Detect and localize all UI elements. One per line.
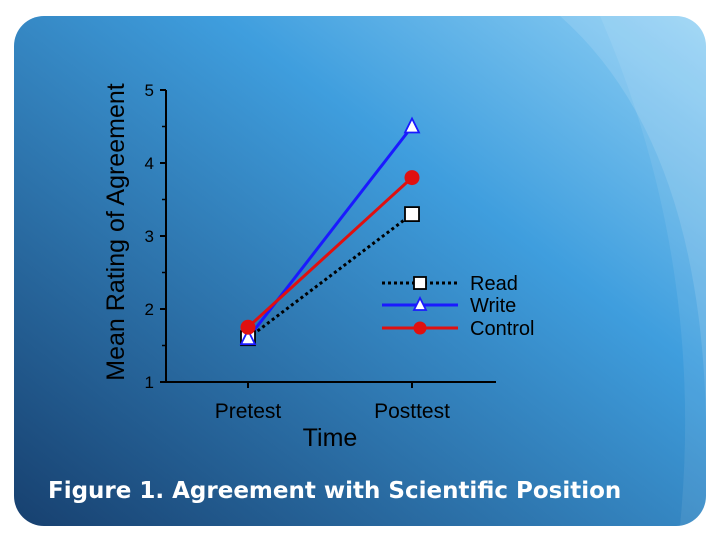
data-point-write	[403, 116, 421, 134]
y-axis-title: Mean Rating of Agreement	[102, 83, 130, 380]
y-tick-label: 4	[145, 154, 154, 173]
y-tick-label: 1	[145, 373, 154, 392]
x-tick-label: Posttest	[374, 400, 450, 423]
x-axis-title: Time	[303, 424, 358, 452]
data-point-control	[404, 170, 420, 186]
line-chart: 1 2 3 4 5 Pretest Posttest Time Mean Rating of A…	[102, 81, 534, 452]
y-tick-label: 5	[145, 81, 154, 100]
legend-marker-write	[412, 295, 428, 311]
series-line-read	[247, 212, 413, 340]
legend-label-control: Control	[470, 318, 534, 340]
series-line-control	[246, 176, 414, 329]
data-point-write	[239, 328, 257, 346]
legend-label-write: Write	[470, 295, 516, 317]
y-tick-label: 2	[145, 300, 154, 319]
legend-marker-control	[413, 321, 427, 335]
data-point-read	[404, 206, 420, 223]
data-point-control	[240, 319, 256, 335]
x-tick-label: Pretest	[215, 400, 282, 423]
y-tick-label: 3	[145, 227, 154, 246]
figure-caption: Figure 1. Agreement with Scientific Posi…	[48, 478, 622, 504]
legend-marker-read	[413, 276, 427, 290]
legend-label-read: Read	[470, 273, 518, 295]
